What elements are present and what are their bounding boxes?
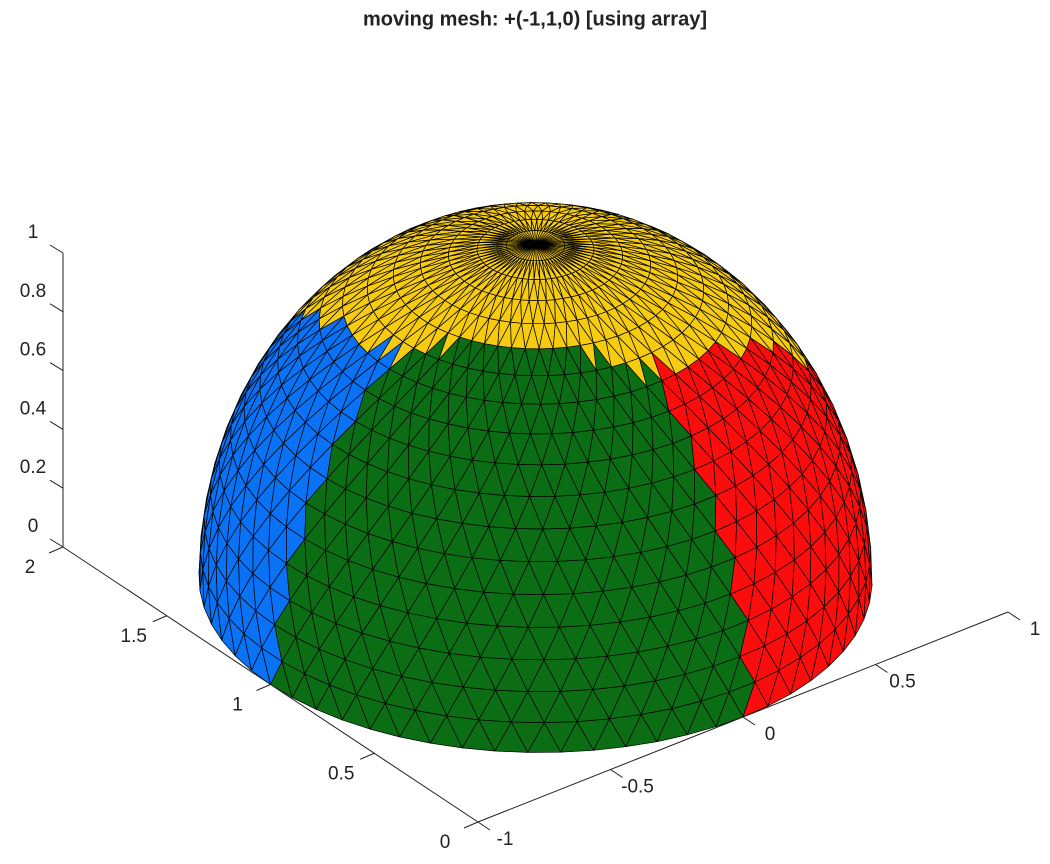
y-tick-label: 1	[232, 695, 243, 716]
mesh-face	[625, 228, 653, 235]
x-tick	[610, 769, 623, 778]
mesh-face	[535, 235, 560, 245]
x-tick	[742, 716, 756, 726]
z-tick	[49, 420, 64, 430]
mesh-face	[651, 233, 678, 245]
y-tick	[256, 684, 271, 691]
y-tick-label: 0	[440, 832, 451, 853]
y-tick	[360, 752, 375, 760]
x-tick	[477, 821, 491, 831]
z-tick	[49, 362, 64, 372]
z-tick-label: 1	[28, 222, 39, 243]
mesh-face	[606, 228, 634, 234]
z-tick-label: 0	[28, 516, 39, 537]
mesh-face	[667, 236, 694, 250]
y-tick-label: 0.5	[328, 763, 354, 784]
x-tick	[875, 664, 888, 673]
y-tick-label: 2	[25, 557, 36, 578]
mesh-face	[681, 240, 707, 256]
mesh-face	[581, 226, 607, 232]
x-tick	[1007, 611, 1021, 621]
x-tick-label: -1	[497, 829, 514, 850]
mesh	[198, 202, 873, 753]
z-tick	[49, 303, 64, 313]
z-tick-label: 0.8	[20, 281, 46, 302]
chart-title: moving mesh: +(-1,1,0) [using array]	[363, 8, 707, 30]
z-tick-label: 0.2	[20, 457, 46, 478]
y-tick-label: 1.5	[121, 626, 147, 647]
mesh-face	[796, 343, 817, 374]
z-tick-label: 0.6	[20, 340, 46, 361]
mesh-face	[559, 230, 586, 238]
x-tick-label: -0.5	[621, 777, 654, 798]
mesh-face	[717, 263, 743, 284]
z-tick	[49, 244, 64, 254]
y-tick	[48, 546, 64, 554]
mesh-face	[775, 317, 798, 345]
mesh-face	[692, 248, 719, 265]
z-tick	[49, 538, 64, 548]
y-tick	[463, 821, 479, 829]
x-tick-label: 1	[1030, 619, 1041, 640]
z-tick	[49, 479, 64, 489]
z-tick-label: 0.4	[20, 398, 47, 419]
y-tick	[152, 615, 167, 623]
x-tick-label: 0	[765, 724, 776, 745]
x-tick-label: 0.5	[889, 672, 915, 693]
